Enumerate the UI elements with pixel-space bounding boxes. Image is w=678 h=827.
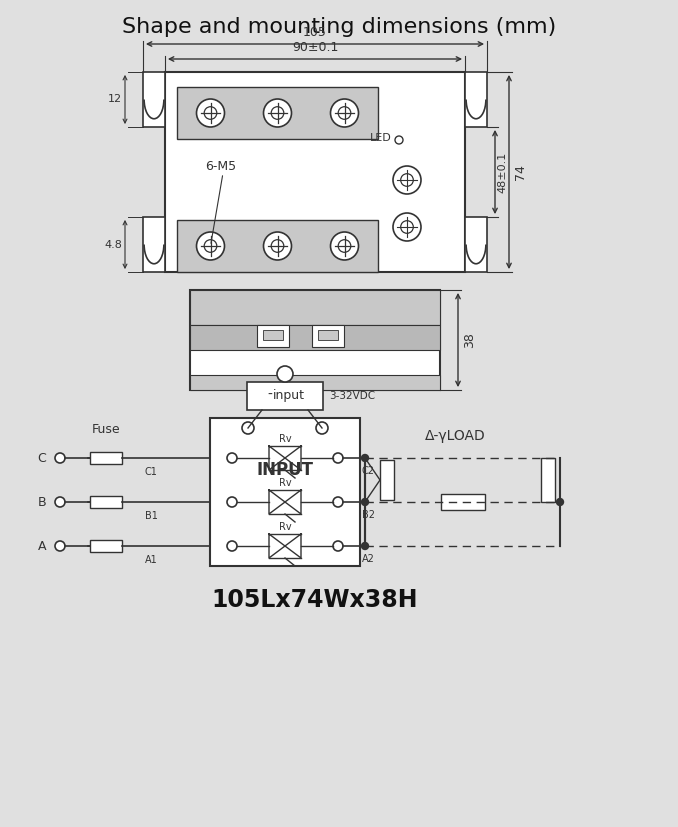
Text: INPUT: INPUT <box>256 461 313 479</box>
Circle shape <box>361 455 369 461</box>
Text: 48±0.1: 48±0.1 <box>497 151 507 193</box>
Text: C2: C2 <box>362 466 375 476</box>
Circle shape <box>361 499 369 505</box>
Circle shape <box>55 453 65 463</box>
Bar <box>90 540 122 552</box>
Circle shape <box>55 541 65 551</box>
Bar <box>311 325 344 347</box>
Circle shape <box>277 366 293 382</box>
Bar <box>165 72 465 272</box>
Circle shape <box>227 541 237 551</box>
Text: 74: 74 <box>514 164 527 180</box>
Circle shape <box>557 499 563 505</box>
Circle shape <box>227 453 237 463</box>
Bar <box>262 330 283 340</box>
Bar <box>190 290 440 325</box>
Bar <box>190 375 440 390</box>
Circle shape <box>330 99 359 127</box>
Text: input: input <box>273 390 305 403</box>
Circle shape <box>333 541 343 551</box>
Text: 12: 12 <box>108 94 122 104</box>
Text: Rv: Rv <box>279 434 292 444</box>
Bar <box>441 494 485 510</box>
Bar <box>380 460 394 500</box>
Circle shape <box>333 453 343 463</box>
Text: 6-M5: 6-M5 <box>205 160 236 174</box>
Circle shape <box>333 497 343 507</box>
Text: 4.8: 4.8 <box>104 240 122 250</box>
Bar <box>90 496 122 508</box>
Bar <box>177 220 378 272</box>
Circle shape <box>393 213 421 241</box>
Text: C1: C1 <box>144 467 157 477</box>
Text: 90±0.1: 90±0.1 <box>292 41 338 54</box>
Bar <box>177 87 378 139</box>
Text: Δ-γLOAD: Δ-γLOAD <box>425 429 485 443</box>
Circle shape <box>197 99 224 127</box>
Bar <box>317 330 338 340</box>
Bar <box>143 217 165 272</box>
Circle shape <box>330 232 359 260</box>
Text: 3-32VDC: 3-32VDC <box>329 391 375 401</box>
Bar <box>465 217 487 272</box>
Bar <box>190 290 440 390</box>
Text: B: B <box>37 495 46 509</box>
Text: 38: 38 <box>463 332 476 348</box>
Circle shape <box>264 99 292 127</box>
Circle shape <box>393 166 421 194</box>
Circle shape <box>395 136 403 144</box>
Bar <box>256 325 289 347</box>
Bar <box>541 458 555 502</box>
Text: Shape and mounting dimensions (mm): Shape and mounting dimensions (mm) <box>122 17 556 37</box>
Bar <box>190 325 440 350</box>
Circle shape <box>197 232 224 260</box>
Bar <box>210 418 360 566</box>
Text: Rv: Rv <box>279 478 292 488</box>
Text: A1: A1 <box>144 555 157 565</box>
Text: C: C <box>37 452 46 465</box>
Circle shape <box>227 497 237 507</box>
Bar <box>90 452 122 464</box>
Text: A: A <box>37 539 46 552</box>
Bar <box>143 72 165 127</box>
Text: B1: B1 <box>144 511 157 521</box>
Circle shape <box>242 422 254 434</box>
Text: A2: A2 <box>362 554 375 564</box>
Text: Fuse: Fuse <box>92 423 120 436</box>
Text: -: - <box>268 388 273 402</box>
Text: B2: B2 <box>362 510 375 520</box>
Circle shape <box>264 232 292 260</box>
Bar <box>465 72 487 127</box>
Circle shape <box>361 543 369 549</box>
Circle shape <box>316 422 328 434</box>
Text: 105Lx74Wx38H: 105Lx74Wx38H <box>212 588 418 612</box>
Text: Rv: Rv <box>279 522 292 532</box>
Text: LED: LED <box>370 133 392 143</box>
Text: 105: 105 <box>303 26 327 39</box>
Bar <box>247 382 323 410</box>
Circle shape <box>55 497 65 507</box>
